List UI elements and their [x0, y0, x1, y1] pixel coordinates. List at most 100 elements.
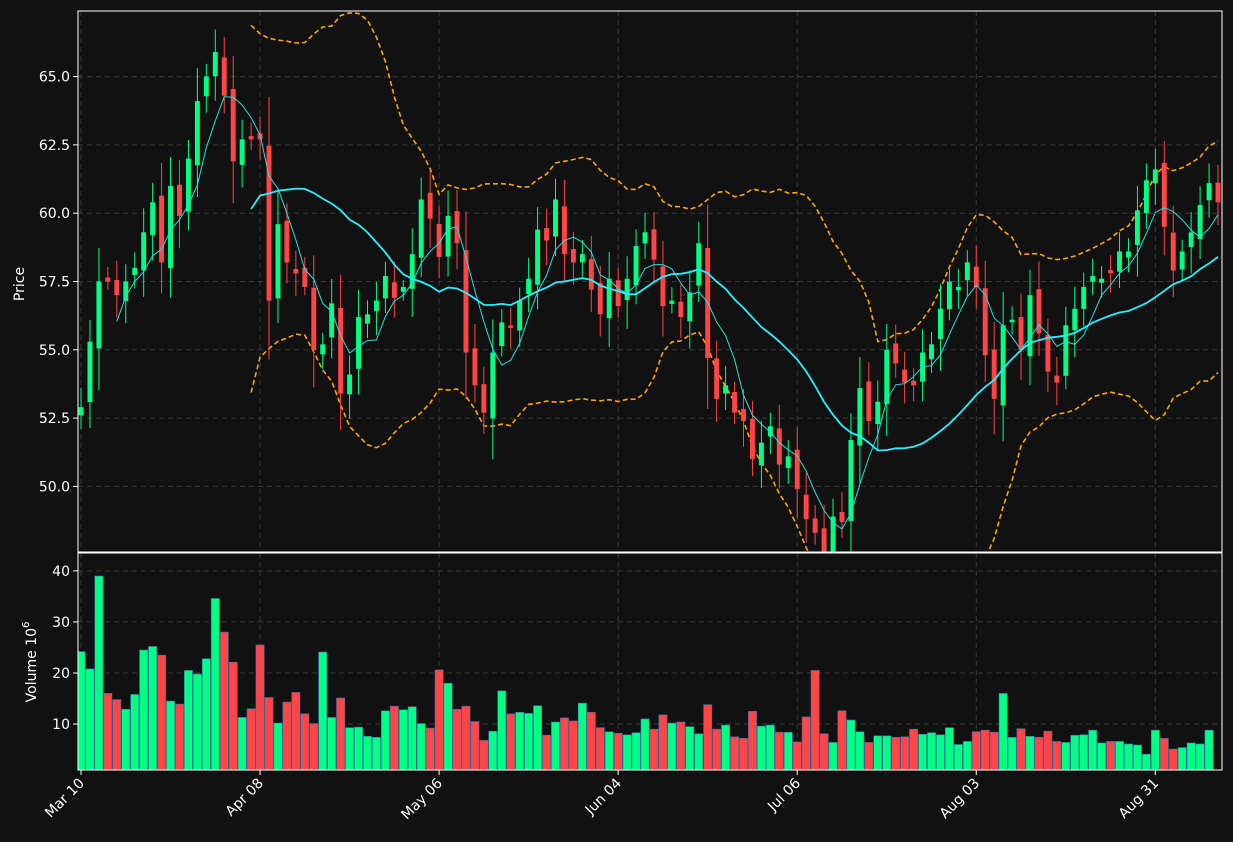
volume-bar	[873, 735, 883, 770]
volume-bar	[103, 693, 113, 770]
candle-body	[911, 380, 917, 386]
volume-bar	[1168, 748, 1178, 770]
candle-body	[669, 300, 675, 304]
candle-body	[373, 300, 379, 312]
volume-bar	[318, 651, 328, 770]
candle-body	[347, 374, 353, 395]
candle-body	[964, 262, 970, 281]
ma-slow-line	[250, 187, 1219, 452]
volume-bar	[810, 670, 820, 770]
volume-bar	[1115, 741, 1124, 770]
candle-body	[329, 303, 335, 338]
volume-bar	[264, 697, 274, 770]
volume-bar	[936, 734, 945, 770]
candle-body	[472, 348, 478, 386]
candle-body	[365, 314, 370, 324]
candle-body	[893, 343, 899, 364]
volume-bar	[246, 708, 256, 770]
candle-body	[141, 232, 147, 271]
candle-body	[338, 307, 344, 394]
candle-body	[651, 229, 657, 260]
candle-body	[427, 192, 433, 219]
volume-bar	[998, 693, 1008, 770]
volume-bar	[282, 701, 292, 770]
volume-bar	[184, 670, 193, 770]
volume-bar	[479, 740, 489, 770]
volume-bar	[139, 649, 149, 770]
volume-bar	[309, 723, 319, 770]
candle-body	[597, 282, 603, 315]
candle-body	[1009, 319, 1015, 323]
volume-bar	[819, 733, 829, 770]
volume-bar	[1034, 737, 1044, 770]
candle-body	[1099, 278, 1105, 283]
candle-body	[839, 511, 845, 522]
candle-body	[203, 76, 209, 97]
candle-body	[275, 224, 281, 299]
candle-body	[544, 228, 550, 241]
volume-bar	[452, 708, 462, 770]
candle-body	[96, 281, 102, 349]
volume-axis-label-exponent: 6	[21, 622, 32, 628]
volume-bar	[470, 721, 480, 770]
candle-body	[1072, 308, 1078, 331]
candle-body	[1045, 334, 1051, 372]
volume-bar	[927, 732, 936, 770]
candle-body	[1215, 182, 1221, 203]
volume-bar	[962, 741, 972, 770]
volume-bar	[739, 738, 748, 770]
volume-bar	[613, 732, 623, 770]
volume-bar	[577, 702, 587, 770]
candle-body	[123, 281, 129, 302]
candle-body	[938, 308, 943, 340]
price-y-ticks: 50.0 52.5 55.0 57.5 60.0 62.5 65.0	[39, 70, 78, 495]
candle-body	[78, 407, 84, 416]
volume-bar	[1007, 737, 1017, 770]
candle-body	[463, 250, 469, 353]
volume-bar	[774, 731, 784, 770]
candle-body	[857, 388, 863, 446]
candle-body	[553, 199, 558, 237]
candle-body	[320, 344, 326, 355]
volume-bar	[649, 728, 659, 770]
candle-body	[1081, 286, 1087, 309]
candle-body	[194, 101, 200, 166]
candle-body	[1134, 210, 1140, 246]
candle-body	[821, 528, 827, 552]
price-tick-label: 55.0	[39, 343, 70, 359]
volume-bar	[363, 736, 372, 770]
candle-body	[302, 267, 308, 287]
candle-body	[284, 220, 290, 263]
volume-bar	[586, 712, 596, 770]
volume-bar	[864, 742, 874, 770]
volume-bar	[336, 697, 346, 770]
candle-body	[749, 418, 755, 460]
candle-body	[1090, 276, 1096, 282]
volume-bar	[748, 710, 757, 770]
volume-bar	[792, 741, 802, 770]
volume-bar	[918, 733, 927, 770]
volume-bar	[730, 736, 739, 770]
volume-bar	[237, 717, 247, 770]
volume-bar	[210, 598, 220, 770]
candle-body	[409, 254, 415, 289]
volume-bar	[1088, 729, 1098, 770]
candle-body	[830, 516, 836, 552]
candle-body	[1054, 375, 1060, 383]
volume-bar	[255, 644, 265, 770]
candle-body	[741, 409, 746, 421]
volume-bar	[228, 661, 238, 770]
volume-bar	[837, 710, 847, 770]
volume-tick-label: 30	[52, 615, 70, 631]
candle-body	[776, 428, 782, 465]
volume-bar	[515, 712, 525, 770]
candle-body	[955, 286, 961, 291]
volume-bar	[909, 728, 919, 770]
candle-body	[767, 426, 773, 437]
volume-bar	[783, 731, 793, 770]
candle-body	[311, 287, 317, 350]
volume-bar	[1186, 742, 1196, 770]
volume-bar	[327, 717, 337, 770]
volume-bar	[389, 705, 399, 770]
volume-bar	[533, 705, 543, 770]
